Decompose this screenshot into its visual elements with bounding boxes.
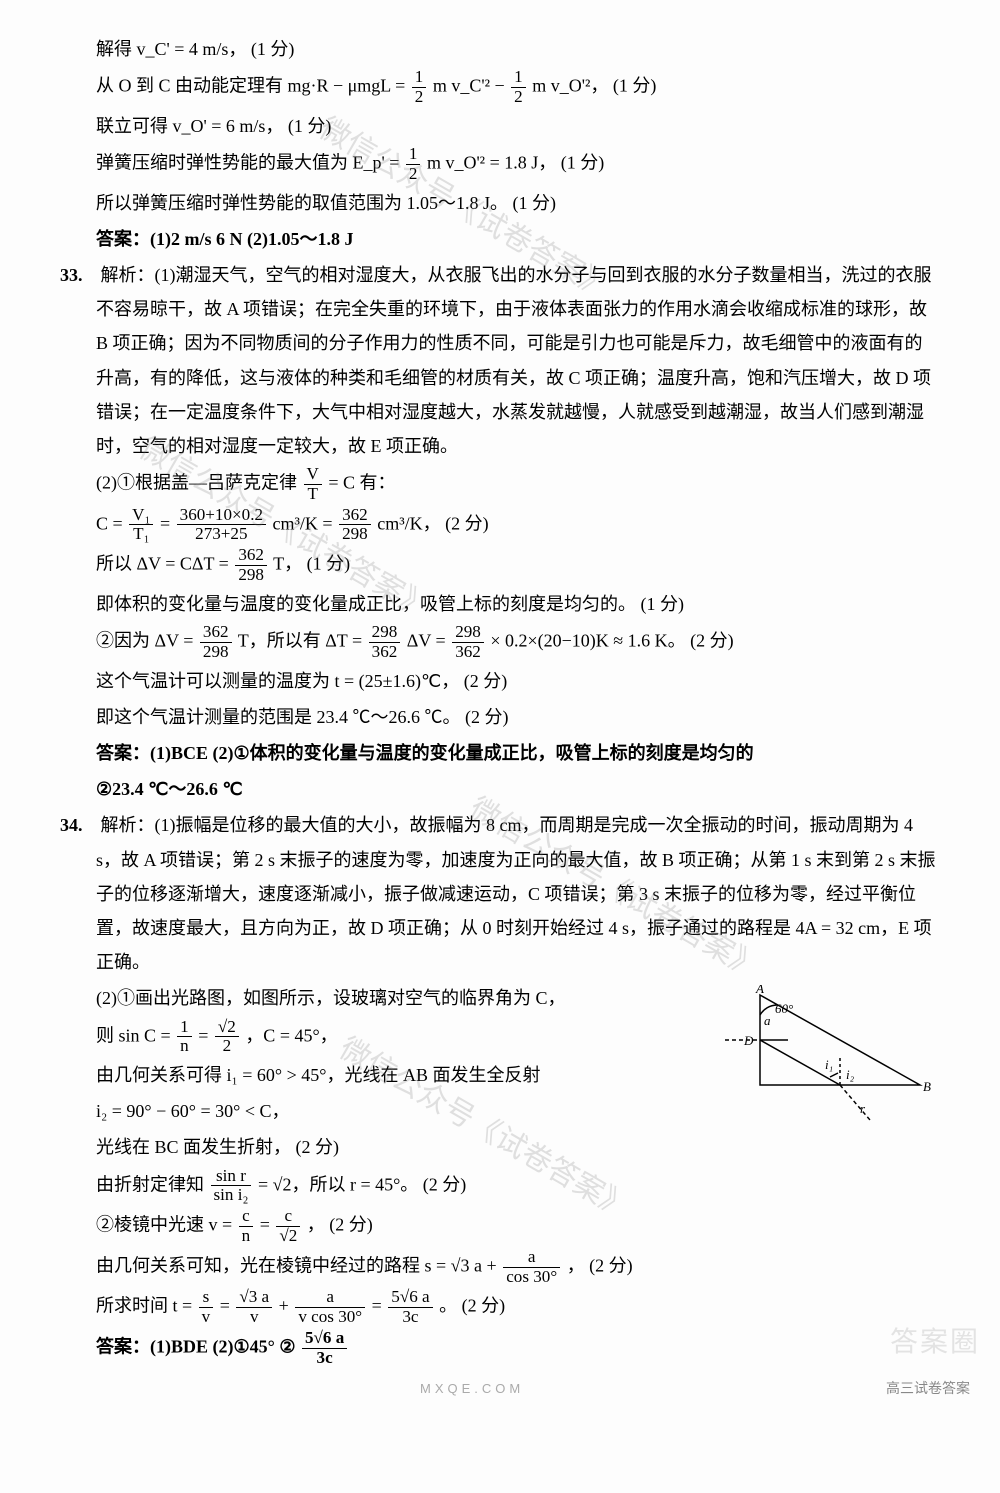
text: 由几何关系可知，光在棱镜中经过的路程 s = √3 a + — [96, 1255, 501, 1275]
text: m v_C'² − — [433, 76, 509, 96]
fraction: c√2 — [276, 1207, 300, 1246]
text-line: 弹簧压缩时弹性势能的最大值为 E_p' = 12 m v_O'² = 1.8 J… — [60, 145, 940, 184]
diagram-label: i₁ — [825, 1057, 833, 1072]
answer-line: ②23.4 ℃～26.6 ℃ — [60, 772, 940, 806]
text: = — [260, 1215, 275, 1235]
text: C = — [96, 513, 127, 533]
footer-source: 高三试卷答案 — [886, 1375, 970, 1402]
corner-watermark: 答案圈 — [890, 1316, 980, 1369]
text-line: 所以 ΔV = CΔT = 362298 T， (1 分) — [60, 546, 940, 585]
text: 答案：(1)BDE (2)①45° ② — [96, 1336, 295, 1356]
fraction: √22 — [215, 1018, 239, 1057]
fraction: 298362 — [452, 623, 484, 662]
fraction: 5√6 a3c — [302, 1329, 347, 1368]
text: ②棱镜中光速 v = — [96, 1215, 237, 1235]
question-block: 33. 解析：(1)潮湿天气，空气的相对湿度大，从衣服飞出的水分子与回到衣服的水… — [60, 258, 940, 463]
optics-diagram: A B D a 60° i₁ i₂ r — [720, 985, 940, 1136]
text-line: 由几何关系可知，光在棱镜中经过的路程 s = √3 a + acos 30° ，… — [60, 1248, 940, 1287]
answer-line: 答案：(1)BDE (2)①45° ② 5√6 a3c — [60, 1329, 940, 1368]
text: = √2，所以 r = 45°。 (2 分) — [258, 1174, 466, 1194]
fraction: 1n — [177, 1018, 192, 1057]
text: cm³/K， (2 分) — [377, 513, 488, 533]
text-line: C = V₁T₁ = 360+10×0.2273+25 cm³/K = 3622… — [60, 506, 940, 545]
text: ΔV = — [407, 630, 450, 650]
text-line: 即体积的变化量与温度的变化量成正比，吸管上标的刻度是均匀的。 (1 分) — [60, 587, 940, 621]
diagram-label: A — [755, 985, 764, 996]
text: = — [198, 1025, 213, 1045]
fraction: av cos 30° — [295, 1288, 365, 1327]
text: 从 O 到 C 由动能定理有 mg·R − μmgL = — [96, 76, 410, 96]
text: ②因为 ΔV = — [96, 630, 198, 650]
text-line: 解得 v_C' = 4 m/s， (1 分) — [60, 32, 940, 66]
text: m v_O'²， (1 分) — [532, 76, 656, 96]
text: T， (1 分) — [273, 554, 350, 574]
fraction: 362298 — [235, 546, 267, 585]
text: + — [279, 1296, 294, 1316]
fraction: VT — [304, 465, 322, 504]
text: 所求时间 t = — [96, 1296, 197, 1316]
question-number: 34. — [60, 808, 96, 842]
fraction: sv — [199, 1288, 214, 1327]
text: ， (2 分) — [307, 1215, 373, 1235]
answer-line: 答案：(1)2 m/s 6 N (2)1.05～1.8 J — [60, 222, 940, 256]
text: 解析：(1)振幅是位移的最大值的大小，故振幅为 8 cm，而周期是完成一次全振动… — [96, 815, 936, 972]
text: 弹簧压缩时弹性势能的最大值为 E_p' = — [96, 152, 404, 172]
diagram-label: B — [923, 1079, 931, 1094]
text: = — [160, 513, 175, 533]
fraction: √3 av — [236, 1288, 272, 1327]
fraction: 362298 — [339, 506, 371, 545]
text: 解析：(1)潮湿天气，空气的相对湿度大，从衣服飞出的水分子与回到衣服的水分子数量… — [96, 265, 931, 456]
text-line: ②因为 ΔV = 362298 T，所以有 ΔT = 298362 ΔV = 2… — [60, 623, 940, 662]
text-line: 所以弹簧压缩时弹性势能的取值范围为 1.05～1.8 J。 (1 分) — [60, 186, 940, 220]
text-line: 由折射定律知 sin rsin i₂ = √2，所以 r = 45°。 (2 分… — [60, 1167, 940, 1206]
fraction: 362298 — [200, 623, 232, 662]
diagram-label: a — [764, 1013, 771, 1028]
diagram-label: 60° — [775, 1001, 793, 1016]
text: = — [220, 1296, 235, 1316]
text: 。 (2 分) — [439, 1296, 505, 1316]
fraction: 12 — [412, 68, 427, 107]
text-line: 所求时间 t = sv = √3 av + av cos 30° = 5√6 a… — [60, 1288, 940, 1327]
fraction: acos 30° — [503, 1248, 560, 1287]
text-line: ②棱镜中光速 v = cn = c√2 ， (2 分) — [60, 1207, 940, 1246]
text: × 0.2×(20−10)K ≈ 1.6 K。 (2 分) — [490, 630, 733, 650]
diagram-label: i₂ — [846, 1067, 855, 1082]
fraction: sin rsin i₂ — [211, 1167, 252, 1206]
answer-line: 答案：(1)BCE (2)①体积的变化量与温度的变化量成正比，吸管上标的刻度是均… — [60, 736, 940, 770]
fraction: V₁T₁ — [129, 506, 153, 545]
fraction: 298362 — [369, 623, 401, 662]
question-block: 34. 解析：(1)振幅是位移的最大值的大小，故振幅为 8 cm，而周期是完成一… — [60, 808, 940, 979]
text: ， (2 分) — [567, 1255, 633, 1275]
text: (2)①根据盖—吕萨克定律 — [96, 472, 302, 492]
text: ，C = 45°， — [245, 1025, 337, 1045]
text: = C 有： — [328, 472, 395, 492]
text-line: 从 O 到 C 由动能定理有 mg·R − μmgL = 12 m v_C'² … — [60, 68, 940, 107]
fraction: 5√6 a3c — [388, 1288, 432, 1327]
fraction: 12 — [511, 68, 526, 107]
text-line: (2)①根据盖—吕萨克定律 VT = C 有： — [60, 465, 940, 504]
text: 则 sin C = — [96, 1025, 175, 1045]
text-line: 即这个气温计测量的范围是 23.4 ℃～26.6 ℃。 (2 分) — [60, 700, 940, 734]
footer-url: MXQE.COM — [420, 1377, 524, 1402]
text: T，所以有 ΔT = — [238, 630, 367, 650]
text: 由折射定律知 — [96, 1174, 209, 1194]
fraction: 360+10×0.2273+25 — [177, 506, 266, 545]
diagram-label: D — [743, 1033, 754, 1048]
text: m v_O'² = 1.8 J， (1 分) — [427, 152, 604, 172]
text-line: 联立可得 v_O' = 6 m/s， (1 分) — [60, 109, 940, 143]
question-number: 33. — [60, 258, 96, 292]
fraction: 12 — [406, 145, 421, 184]
text: 所以 ΔV = CΔT = — [96, 554, 233, 574]
fraction: cn — [239, 1207, 254, 1246]
text-line: 这个气温计可以测量的温度为 t = (25±1.6)℃， (2 分) — [60, 664, 940, 698]
text: cm³/K = — [273, 513, 338, 533]
text: = — [372, 1296, 387, 1316]
